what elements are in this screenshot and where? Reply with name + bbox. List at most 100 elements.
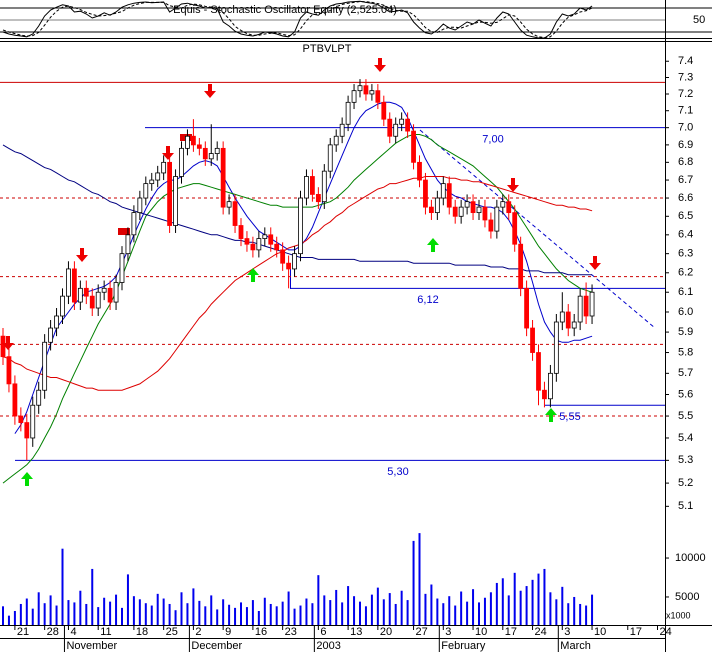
volume-bar	[180, 592, 183, 625]
volume-bar	[507, 595, 510, 625]
volume-bar	[495, 582, 498, 625]
volume-bar	[210, 595, 213, 625]
volume-bar	[513, 572, 516, 625]
volume-bar	[311, 603, 314, 625]
candle-body	[0, 335, 6, 358]
volume-bar	[555, 599, 558, 625]
candle-body	[149, 179, 155, 185]
y-tick-label: 7.4	[678, 55, 693, 67]
y-tick-label: 6.1	[678, 286, 693, 298]
volume-bar	[341, 602, 344, 625]
level-label: 5,30	[387, 466, 408, 478]
volume-bar	[97, 607, 100, 625]
candle-body	[488, 219, 494, 232]
candle-body	[179, 147, 184, 177]
y-tick-label: 5.6	[678, 388, 693, 400]
volume-bar	[73, 602, 76, 625]
candle-body	[542, 389, 547, 400]
candle-body	[238, 225, 244, 239]
sell-arrow	[2, 336, 14, 350]
candle-body	[244, 238, 250, 245]
x-tick-label: 13	[350, 626, 362, 638]
candle-body	[333, 135, 339, 146]
y-tick-label: 7.3	[678, 71, 693, 83]
x-tick-label: 18	[136, 626, 148, 638]
series-line	[2, 134, 593, 484]
series-line	[2, 176, 593, 391]
candle-body	[512, 212, 518, 245]
candle-body	[274, 243, 280, 251]
candle-body	[518, 243, 524, 289]
candle-body	[553, 321, 559, 374]
candle-body	[185, 135, 190, 149]
y-tick-label: 7.0	[678, 122, 693, 134]
series-line	[2, 1, 593, 39]
volume-bar	[115, 594, 118, 625]
volume-bar	[483, 597, 486, 625]
y-tick-label: 5.2	[678, 477, 693, 489]
candle-body	[83, 287, 89, 297]
volume-bar	[305, 598, 308, 625]
candle-body	[458, 206, 464, 217]
volume-bar	[275, 606, 278, 625]
volume-bar	[501, 578, 504, 625]
x-tick-label: 25	[166, 626, 178, 638]
candle-body	[250, 243, 256, 251]
volume-bar	[293, 608, 296, 625]
candle-body	[577, 295, 583, 323]
volume-bar	[103, 597, 106, 625]
volume-bar	[269, 603, 272, 625]
y-tick-label: 6.6	[678, 192, 693, 204]
x-tick-label: 4	[70, 626, 76, 638]
volume-bar	[43, 603, 46, 625]
level-label: 5,55	[559, 411, 580, 423]
volume-bar	[257, 610, 260, 625]
x-tick-label: 24	[660, 626, 672, 638]
candle-body	[161, 161, 167, 174]
volume-bar	[579, 603, 582, 625]
y-tick-label: 6.7	[678, 174, 693, 186]
volume-bar	[436, 598, 439, 625]
x-tick-label: 24	[535, 626, 547, 638]
volume-bar	[537, 573, 540, 625]
candle-body	[286, 262, 292, 270]
volume-bar	[121, 607, 123, 625]
candle-body	[107, 287, 113, 303]
volume-bar	[7, 615, 10, 625]
buy-arrow	[247, 268, 259, 282]
candle-body	[524, 287, 529, 329]
buy-arrow	[427, 238, 439, 252]
y-tick-label: 6.9	[678, 139, 693, 151]
volume-bar	[85, 603, 88, 625]
candle-body	[48, 327, 53, 343]
sell-arrow	[204, 84, 216, 98]
buy-arrow	[21, 472, 33, 486]
y-tick-label: 5.3	[678, 454, 693, 466]
candle-body	[583, 295, 589, 317]
candle-body	[571, 321, 577, 329]
volume-bar	[460, 591, 463, 625]
candle-body	[464, 201, 470, 208]
x-tick-label: 6	[320, 626, 326, 638]
candle-body	[309, 176, 315, 195]
candle-body	[375, 90, 381, 103]
volume-bar	[240, 602, 242, 625]
x-tick-label: 10	[594, 626, 606, 638]
candle-body	[446, 183, 452, 208]
volume-bar	[489, 592, 492, 625]
y-tick-label: 50	[693, 14, 705, 26]
candle-body	[452, 206, 458, 217]
candle-body	[196, 144, 202, 149]
x-tick-label: 27	[416, 626, 428, 638]
volume-bar	[91, 568, 94, 625]
candle-body	[6, 356, 12, 385]
sell-arrow	[589, 256, 601, 270]
candle-body	[190, 135, 196, 146]
candle-body	[220, 147, 226, 208]
volume-bar	[519, 590, 522, 625]
candle-body	[530, 327, 535, 353]
candle-body	[268, 234, 274, 245]
volume-bar	[376, 587, 379, 625]
